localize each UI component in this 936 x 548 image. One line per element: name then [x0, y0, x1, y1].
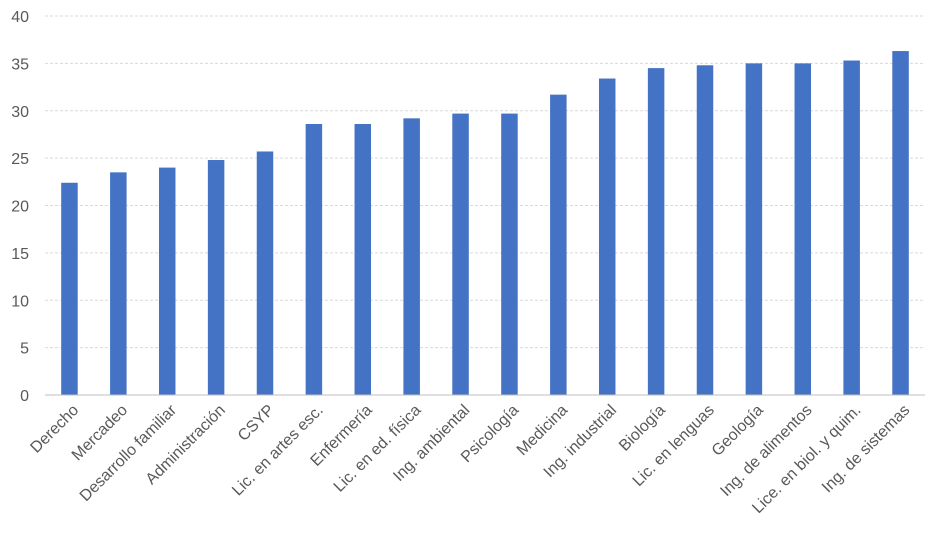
bar: [305, 124, 323, 395]
y-tick-label: 5: [20, 341, 29, 358]
y-tick-label: 15: [11, 246, 29, 263]
bar: [256, 151, 274, 395]
y-tick-label: 10: [11, 293, 29, 310]
bar: [843, 60, 860, 395]
x-tick-label: CSYP: [235, 402, 278, 445]
y-tick-label: 25: [11, 151, 29, 168]
bar: [501, 113, 518, 395]
bar: [794, 63, 812, 395]
bar: [354, 124, 372, 395]
bar: [892, 51, 909, 396]
bars: [61, 51, 909, 396]
y-tick-label: 40: [11, 9, 29, 26]
gridlines: [45, 15, 925, 349]
bar: [550, 94, 567, 395]
bar: [61, 182, 78, 395]
bar: [598, 78, 616, 395]
x-tick-label: Lic. en artes esc.: [229, 402, 327, 500]
x-tick-label: Ing. de sistemas: [819, 402, 913, 496]
y-tick-label: 0: [20, 388, 29, 405]
bar: [158, 167, 176, 395]
x-tick-label: Ing. de alimentos: [717, 402, 815, 500]
bar: [403, 118, 420, 395]
y-axis-ticks: 0 5 10 15 20 25 30 35 40: [11, 9, 29, 405]
bar: [745, 63, 763, 395]
x-tick-label: Lic. en ed. física: [331, 402, 425, 496]
y-tick-label: 35: [11, 56, 29, 73]
bar: [110, 172, 127, 395]
bar: [647, 68, 665, 396]
bar: [452, 113, 469, 395]
bar: [207, 160, 225, 395]
y-tick-label: 20: [11, 199, 29, 216]
y-tick-label: 30: [11, 104, 29, 121]
bar: [696, 65, 714, 396]
